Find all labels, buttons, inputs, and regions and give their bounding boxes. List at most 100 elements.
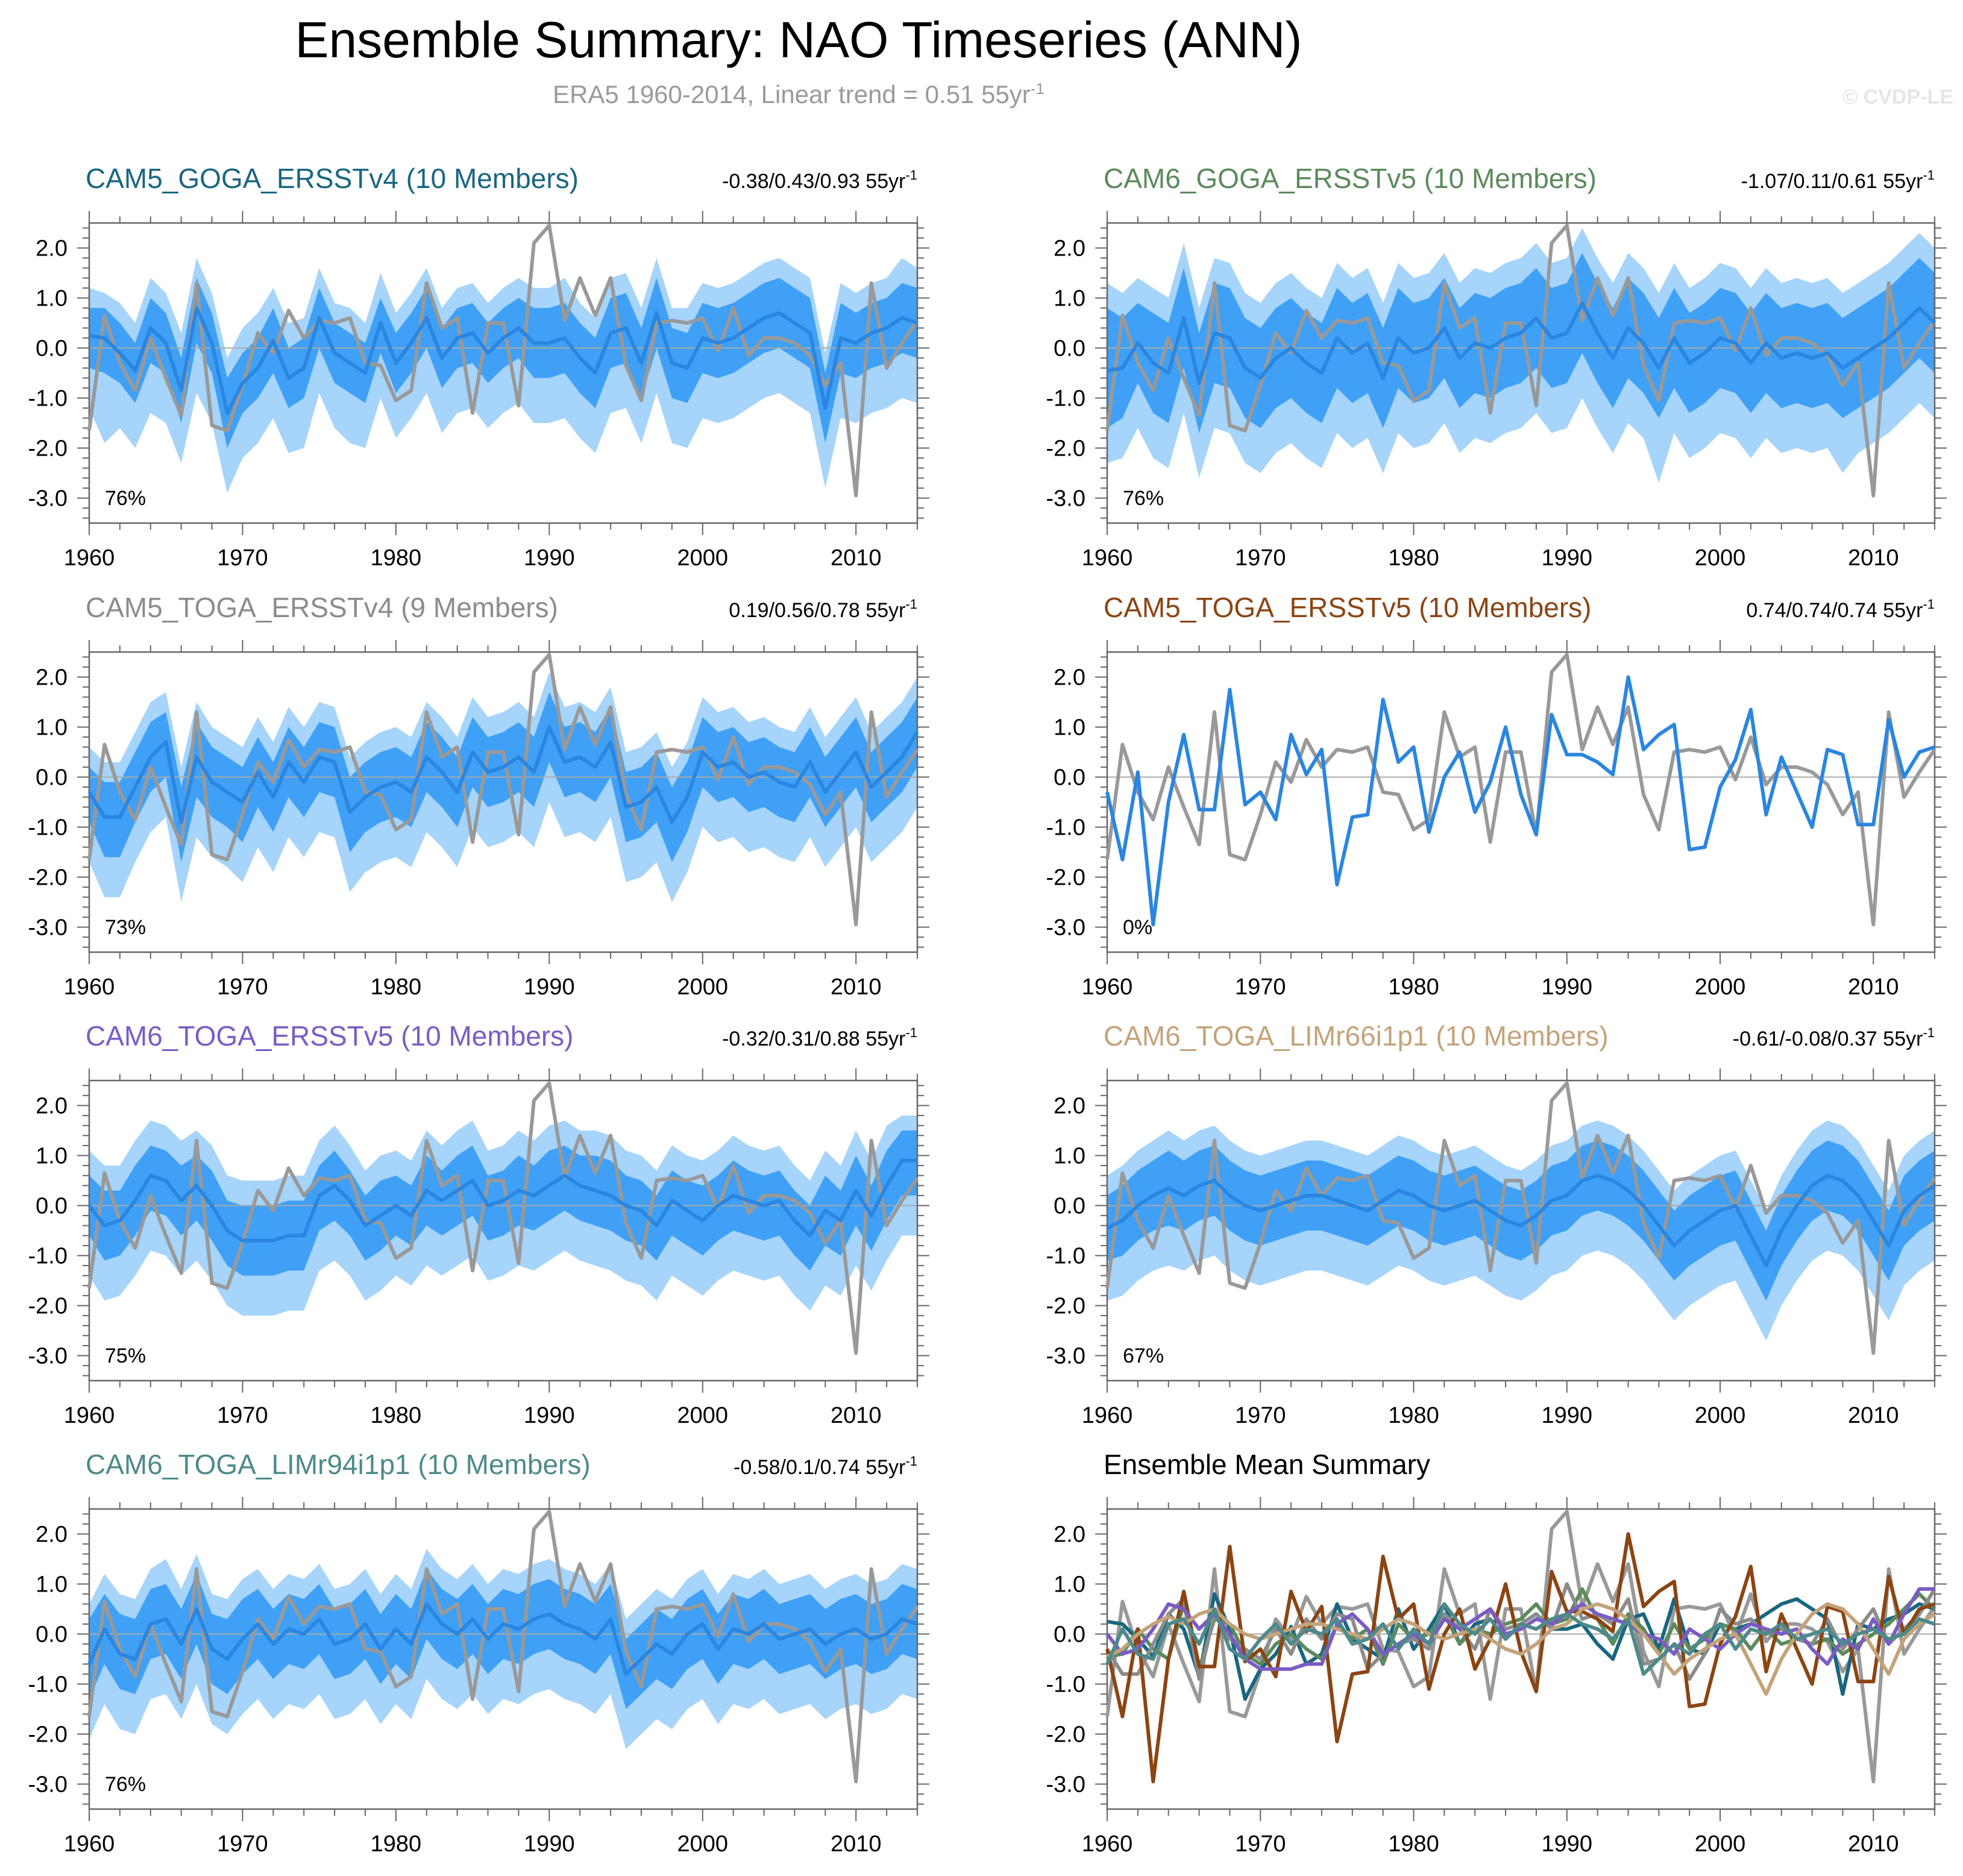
y-tick-label: -1.0 (28, 386, 68, 412)
x-tick-label: 1990 (1542, 545, 1593, 571)
observed-line (1105, 653, 1936, 927)
observed-line (1105, 1081, 1936, 1355)
x-tick-label: 1980 (1388, 545, 1439, 571)
spread-inner-band (89, 1569, 917, 1709)
panel-trend: -0.38/0.43/0.93 55yr-1 (722, 168, 917, 193)
panel-trend: -0.32/0.31/0.88 55yr-1 (722, 1025, 917, 1050)
spread-inner-band (89, 278, 917, 448)
y-tick-label: -3.0 (28, 486, 68, 512)
panel-trend: 0.74/0.74/0.74 55yr-1 (1746, 597, 1935, 622)
trend-text: -0.61/-0.08/0.37 55yr (1733, 1027, 1923, 1050)
x-tick-label: 2010 (831, 1403, 882, 1428)
x-tick-label: 1980 (1388, 974, 1439, 1000)
panel-title: CAM6_TOGA_ERSSTv5 (10 Members) (86, 1020, 574, 1052)
x-tick-label: 1970 (217, 545, 268, 571)
x-tick-label: 1970 (217, 1403, 268, 1428)
x-tick-label: 1990 (524, 1403, 575, 1428)
trend-text: -0.38/0.43/0.93 55yr (722, 170, 905, 193)
x-tick-label: 2010 (1848, 1831, 1899, 1857)
y-tick-label: -1.0 (1046, 815, 1085, 841)
summary-line-4 (1105, 1532, 1935, 1784)
y-tick-label: 2.0 (36, 1522, 68, 1548)
spread-inner-band (1107, 253, 1935, 433)
observed-line (1105, 1510, 1936, 1784)
ensemble-mean-line (87, 725, 919, 824)
percent-label: 76% (105, 1773, 146, 1796)
y-tick-label: 2.0 (1054, 236, 1085, 262)
y-tick-label: 0.0 (36, 765, 68, 791)
panel-title: CAM5_GOGA_ERSSTv4 (10 Members) (86, 163, 579, 194)
percent-label: 75% (105, 1344, 146, 1367)
observed-line (87, 1510, 919, 1784)
y-tick-label: 1.0 (1054, 715, 1085, 741)
y-tick-label: 0.0 (1054, 336, 1085, 362)
y-tick-label: -2.0 (28, 865, 68, 891)
x-tick-label: 1980 (371, 974, 422, 1000)
panel-3: 1960 1970 1980 1990 2000 2010 2.0 1.0 0.0 -1.0 -2.… (28, 592, 929, 1000)
x-tick-label: 2000 (677, 1403, 729, 1428)
observed-line (87, 653, 919, 927)
ensemble-mean-line (89, 306, 918, 415)
x-tick-label: 1970 (1235, 1403, 1286, 1428)
y-tick-label: -2.0 (28, 1294, 68, 1319)
x-tick-label: 1990 (1542, 974, 1593, 1000)
x-tick-label: 1970 (217, 974, 268, 1000)
x-tick-label: 1960 (1082, 1403, 1133, 1428)
summary-line-6 (1106, 1602, 1936, 1696)
y-tick-label: 0.0 (1054, 1622, 1085, 1648)
trend-superscript: -1 (1923, 1025, 1935, 1040)
x-tick-label: 1960 (64, 1403, 115, 1428)
panel-trend: 0.19/0.56/0.78 55yr-1 (729, 597, 917, 622)
y-tick-label: 1.0 (36, 1144, 68, 1169)
trend-superscript: -1 (1923, 597, 1935, 612)
x-tick-label: 2010 (831, 545, 882, 571)
x-tick-label: 2010 (1848, 1403, 1899, 1428)
trend-text: -0.32/0.31/0.88 55yr (722, 1027, 905, 1050)
trend-text: -1.07/0.11/0.61 55yr (1741, 170, 1923, 193)
ensemble-mean-line (1106, 1173, 1936, 1268)
page-subtitle: ERA5 1960-2014, Linear trend = 0.51 55yr… (0, 80, 1597, 109)
y-tick-label: 0.0 (36, 1194, 68, 1219)
plot-frame (88, 1079, 919, 1382)
panel-trend: -1.07/0.11/0.61 55yr-1 (1741, 168, 1935, 193)
x-tick-label: 1980 (1388, 1831, 1439, 1857)
x-tick-label: 2010 (831, 1831, 882, 1857)
panel-title: CAM5_TOGA_ERSSTv5 (10 Members) (1104, 592, 1592, 623)
panel-trend: -0.58/0.1/0.74 55yr-1 (733, 1454, 917, 1479)
ensemble-mean-line (87, 1602, 918, 1676)
y-tick-label: -2.0 (28, 436, 68, 462)
plot-frame (1106, 651, 1936, 953)
trend-superscript: -1 (905, 168, 917, 183)
ensemble-mean-line (1107, 301, 1936, 385)
trend-superscript: -1 (905, 597, 917, 612)
y-tick-label: -3.0 (28, 1344, 68, 1369)
y-tick-label: -2.0 (28, 1722, 68, 1748)
panel-7: 1960 1970 1980 1990 2000 2010 2.0 1.0 0.0 -1.0 -2.… (28, 1449, 929, 1857)
credit-label: © CVDP-LE (1842, 86, 1953, 108)
percent-label: 0% (1123, 916, 1152, 939)
percent-label: 73% (105, 916, 146, 939)
x-tick-label: 1970 (217, 1831, 268, 1857)
y-tick-label: -1.0 (1046, 1672, 1085, 1698)
y-tick-label: -1.0 (1046, 386, 1085, 412)
x-tick-label: 2010 (1848, 974, 1899, 1000)
x-tick-label: 1970 (1235, 974, 1286, 1000)
trend-superscript: -1 (905, 1025, 917, 1040)
y-tick-label: -2.0 (1046, 865, 1085, 891)
trend-text: -0.58/0.1/0.74 55yr (733, 1456, 905, 1479)
y-tick-label: -1.0 (28, 1244, 68, 1269)
panel-title: CAM6_TOGA_LIMr94i1p1 (10 Members) (86, 1449, 591, 1480)
y-tick-label: -3.0 (1046, 1772, 1085, 1798)
panel-6: 1960 1970 1980 1990 2000 2010 2.0 1.0 0.0 -1.0 -2.… (1046, 1020, 1947, 1428)
x-tick-label: 1980 (371, 545, 422, 571)
subtitle-text: ERA5 1960-2014, Linear trend = 0.51 55yr (553, 80, 1031, 108)
y-tick-label: 2.0 (36, 665, 68, 691)
plot-frame (1106, 1079, 1936, 1382)
percent-label: 76% (1123, 487, 1164, 510)
x-tick-label: 2000 (1695, 545, 1746, 571)
plot-frame (1106, 222, 1936, 524)
summary-panel: 1960 1970 1980 1990 2000 2010 2.0 1.0 0.0 -1.0 -2.… (1046, 1449, 1947, 1857)
y-tick-label: -1.0 (28, 815, 68, 841)
x-tick-label: 2000 (1695, 1831, 1746, 1857)
panel-5: 1960 1970 1980 1990 2000 2010 2.0 1.0 0.0 -1.0 -2.… (28, 1020, 929, 1428)
